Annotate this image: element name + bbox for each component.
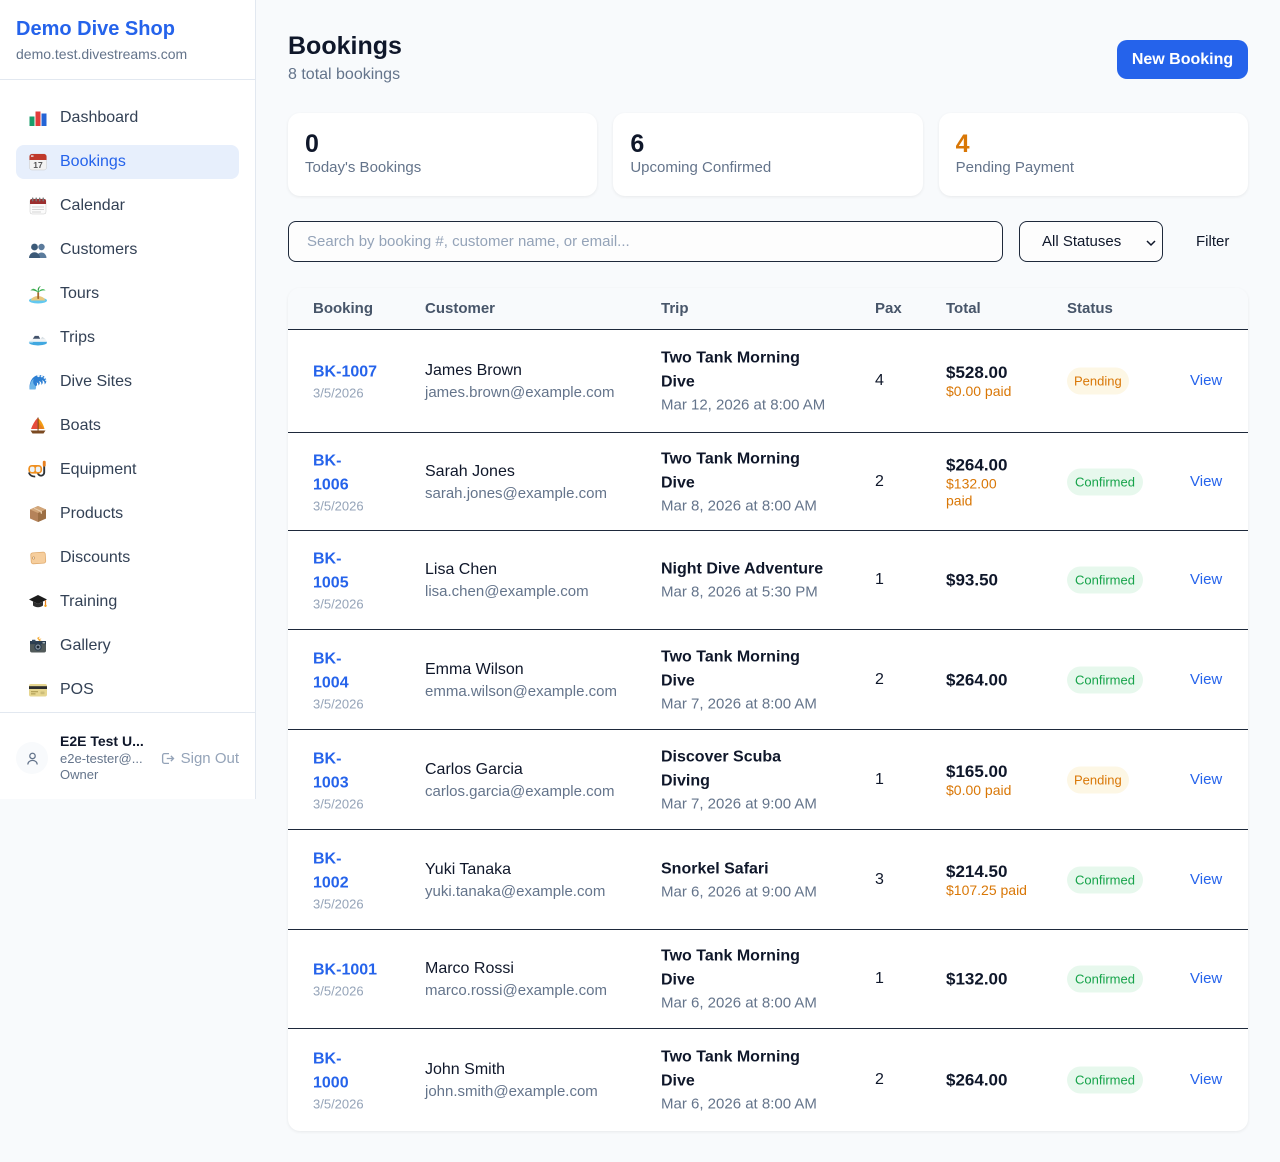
svg-text:17: 17 <box>33 160 43 170</box>
